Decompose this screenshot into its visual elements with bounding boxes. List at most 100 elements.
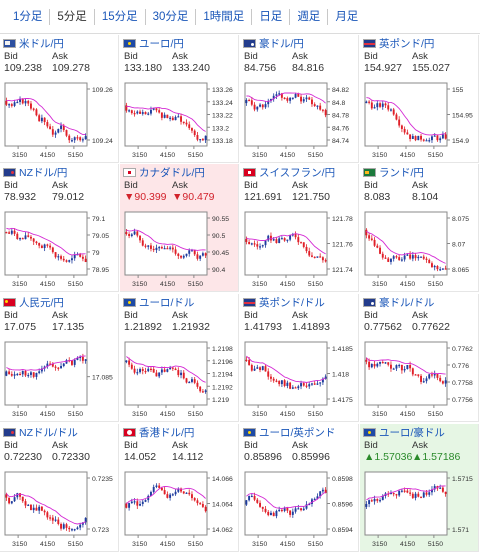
currency-pair-link[interactable]: ランド/円 xyxy=(363,165,424,179)
candlestick-chart[interactable]: 0.7762 0.776 0.7758 0.7756 3150 4150 5150 xyxy=(363,340,476,419)
candle-body xyxy=(286,98,289,101)
ask-label: Ask xyxy=(292,180,308,191)
candlestick-chart[interactable]: 79.1 79.05 79 78.95 3150 4150 5150 xyxy=(3,210,116,289)
candle-body xyxy=(21,238,24,240)
candle-body xyxy=(387,258,390,262)
candle-body xyxy=(379,103,381,107)
candlestick-chart[interactable]: 0.7235 0.723 3150 4150 5150 xyxy=(3,470,116,549)
currency-pair-link[interactable]: 英ポンド/円 xyxy=(363,36,434,50)
bid-value: 8.083 xyxy=(364,191,391,203)
x-tick-label: 5150 xyxy=(308,541,323,548)
candle-body xyxy=(8,104,11,106)
candle-body xyxy=(160,112,163,118)
tab-6[interactable]: 週足 xyxy=(290,8,329,25)
candle-body xyxy=(406,490,409,493)
candle-body xyxy=(291,387,294,389)
candlestick-chart[interactable]: 155 154.95 154.9 3150 4150 5150 xyxy=(363,81,476,160)
candle-body xyxy=(420,496,422,498)
flag-icon xyxy=(3,427,16,437)
candlestick-chart[interactable]: 17.085 3150 4150 5150 xyxy=(3,340,116,419)
currency-pair-link[interactable]: 人民元/円 xyxy=(3,295,64,309)
tab-4[interactable]: 1時間足 xyxy=(196,8,253,25)
currency-pair-link[interactable]: 米ドル/円 xyxy=(3,36,64,50)
candlestick-chart[interactable]: 8.075 8.07 8.065 3150 4150 5150 xyxy=(363,210,476,289)
candlestick-chart[interactable]: 90.55 90.5 90.45 90.4 3150 4150 5150 xyxy=(123,210,236,289)
bid-label: Bid xyxy=(364,51,378,62)
candle-body xyxy=(286,382,289,386)
candle-body xyxy=(51,363,54,367)
x-tick-label: 5150 xyxy=(308,152,323,159)
candle-body xyxy=(13,102,16,106)
currency-pair-name: ユーロ/円 xyxy=(139,37,184,50)
candle-body xyxy=(248,99,251,102)
ask-value: 1.21932 xyxy=(172,321,210,333)
candle-body xyxy=(250,243,253,245)
candlestick-chart[interactable]: 1.4185 1.418 1.4175 3150 4150 5150 xyxy=(243,340,356,419)
candle-body xyxy=(313,498,316,501)
candlestick-chart[interactable]: 14.066 14.064 14.062 3150 4150 5150 xyxy=(123,470,236,549)
tab-2[interactable]: 15分足 xyxy=(95,8,146,25)
candle-body xyxy=(387,362,390,365)
candle-body xyxy=(30,372,32,375)
currency-pair-link[interactable]: ユーロ/豪ドル xyxy=(363,425,445,439)
currency-pair-name: 英ポンド/円 xyxy=(379,37,435,50)
candle-body xyxy=(381,253,384,258)
candle-body xyxy=(35,372,38,377)
y-tick-label: 8.075 xyxy=(452,216,469,223)
candlestick-chart[interactable]: 109.26 109.24 3150 4150 5150 xyxy=(3,81,116,160)
x-tick-label: 4150 xyxy=(160,541,175,548)
x-tick-label: 4150 xyxy=(40,152,55,159)
y-tick-label: 0.8596 xyxy=(332,502,353,509)
currency-pair-link[interactable]: カナダドル/円 xyxy=(123,165,205,179)
tab-1[interactable]: 5分足 xyxy=(50,8,95,25)
candlestick-chart[interactable]: 1.5715 1.571 3150 4150 5150 xyxy=(363,470,476,549)
candle-body xyxy=(84,359,87,361)
candle-body xyxy=(71,529,73,531)
currency-pair-link[interactable]: 豪ドル/ドル xyxy=(363,295,434,309)
currency-pair-link[interactable]: NZドル/ドル xyxy=(3,425,78,439)
candle-body xyxy=(191,250,193,252)
currency-pair-link[interactable]: NZドル/円 xyxy=(3,165,67,179)
candle-body xyxy=(38,506,41,511)
ask-label: Ask xyxy=(292,310,308,321)
candle-body xyxy=(27,504,30,507)
y-tick-label: 1.2196 xyxy=(212,359,233,366)
candle-body xyxy=(392,492,395,495)
candlestick-chart[interactable]: 133.26 133.24 133.22 133.2 133.18 3150 4150 515… xyxy=(123,81,236,160)
currency-pair-link[interactable]: ユーロ/英ポンド xyxy=(243,425,335,439)
currency-pair-link[interactable]: 香港ドル/円 xyxy=(123,425,194,439)
candle-body xyxy=(141,112,144,114)
bid-label: Bid xyxy=(124,310,138,321)
candle-body xyxy=(291,511,294,515)
currency-pair-link[interactable]: 英ポンド/ドル xyxy=(243,295,325,309)
currency-pair-link[interactable]: 豪ドル/円 xyxy=(243,36,304,50)
bid-value: 0.77562 xyxy=(364,321,402,333)
tab-3[interactable]: 30分足 xyxy=(146,8,197,25)
y-tick-label: 14.062 xyxy=(212,527,233,534)
tab-7[interactable]: 月足 xyxy=(335,10,359,23)
currency-pair-link[interactable]: スイスフラン/円 xyxy=(243,165,335,179)
currency-pair-link[interactable]: ユーロ/ドル xyxy=(123,295,194,309)
candle-body xyxy=(428,140,431,142)
x-tick-label: 4150 xyxy=(280,411,295,418)
candle-body xyxy=(155,247,158,251)
candle-body xyxy=(152,368,155,373)
candlestick-chart[interactable]: 0.8598 0.8596 0.8594 3150 4150 5150 xyxy=(243,470,356,549)
candlestick-chart[interactable]: 84.82 84.8 84.78 84.76 84.74 3150 4150 5150 xyxy=(243,81,356,160)
candle-body xyxy=(431,136,433,141)
currency-pair-link[interactable]: ユーロ/円 xyxy=(123,36,184,50)
tab-0[interactable]: 1分足 xyxy=(6,8,51,25)
ask-value: 14.112 xyxy=(172,451,204,463)
candlestick-chart[interactable]: 1.2198 1.2196 1.2194 1.2192 1.219 3150 4150 515… xyxy=(123,340,236,419)
tab-5[interactable]: 日足 xyxy=(252,8,291,25)
candle-body xyxy=(311,383,313,385)
candlestick-chart[interactable]: 121.78 121.76 121.74 3150 4150 5150 xyxy=(243,210,356,289)
ask-value: 79.012 xyxy=(52,191,85,203)
bid-value: 78.932 xyxy=(4,191,37,203)
candle-body xyxy=(395,256,398,258)
candle-body xyxy=(422,256,425,259)
candle-body xyxy=(392,256,395,259)
candle-body xyxy=(390,258,392,262)
candle-body xyxy=(245,99,248,104)
candle-body xyxy=(180,488,182,492)
